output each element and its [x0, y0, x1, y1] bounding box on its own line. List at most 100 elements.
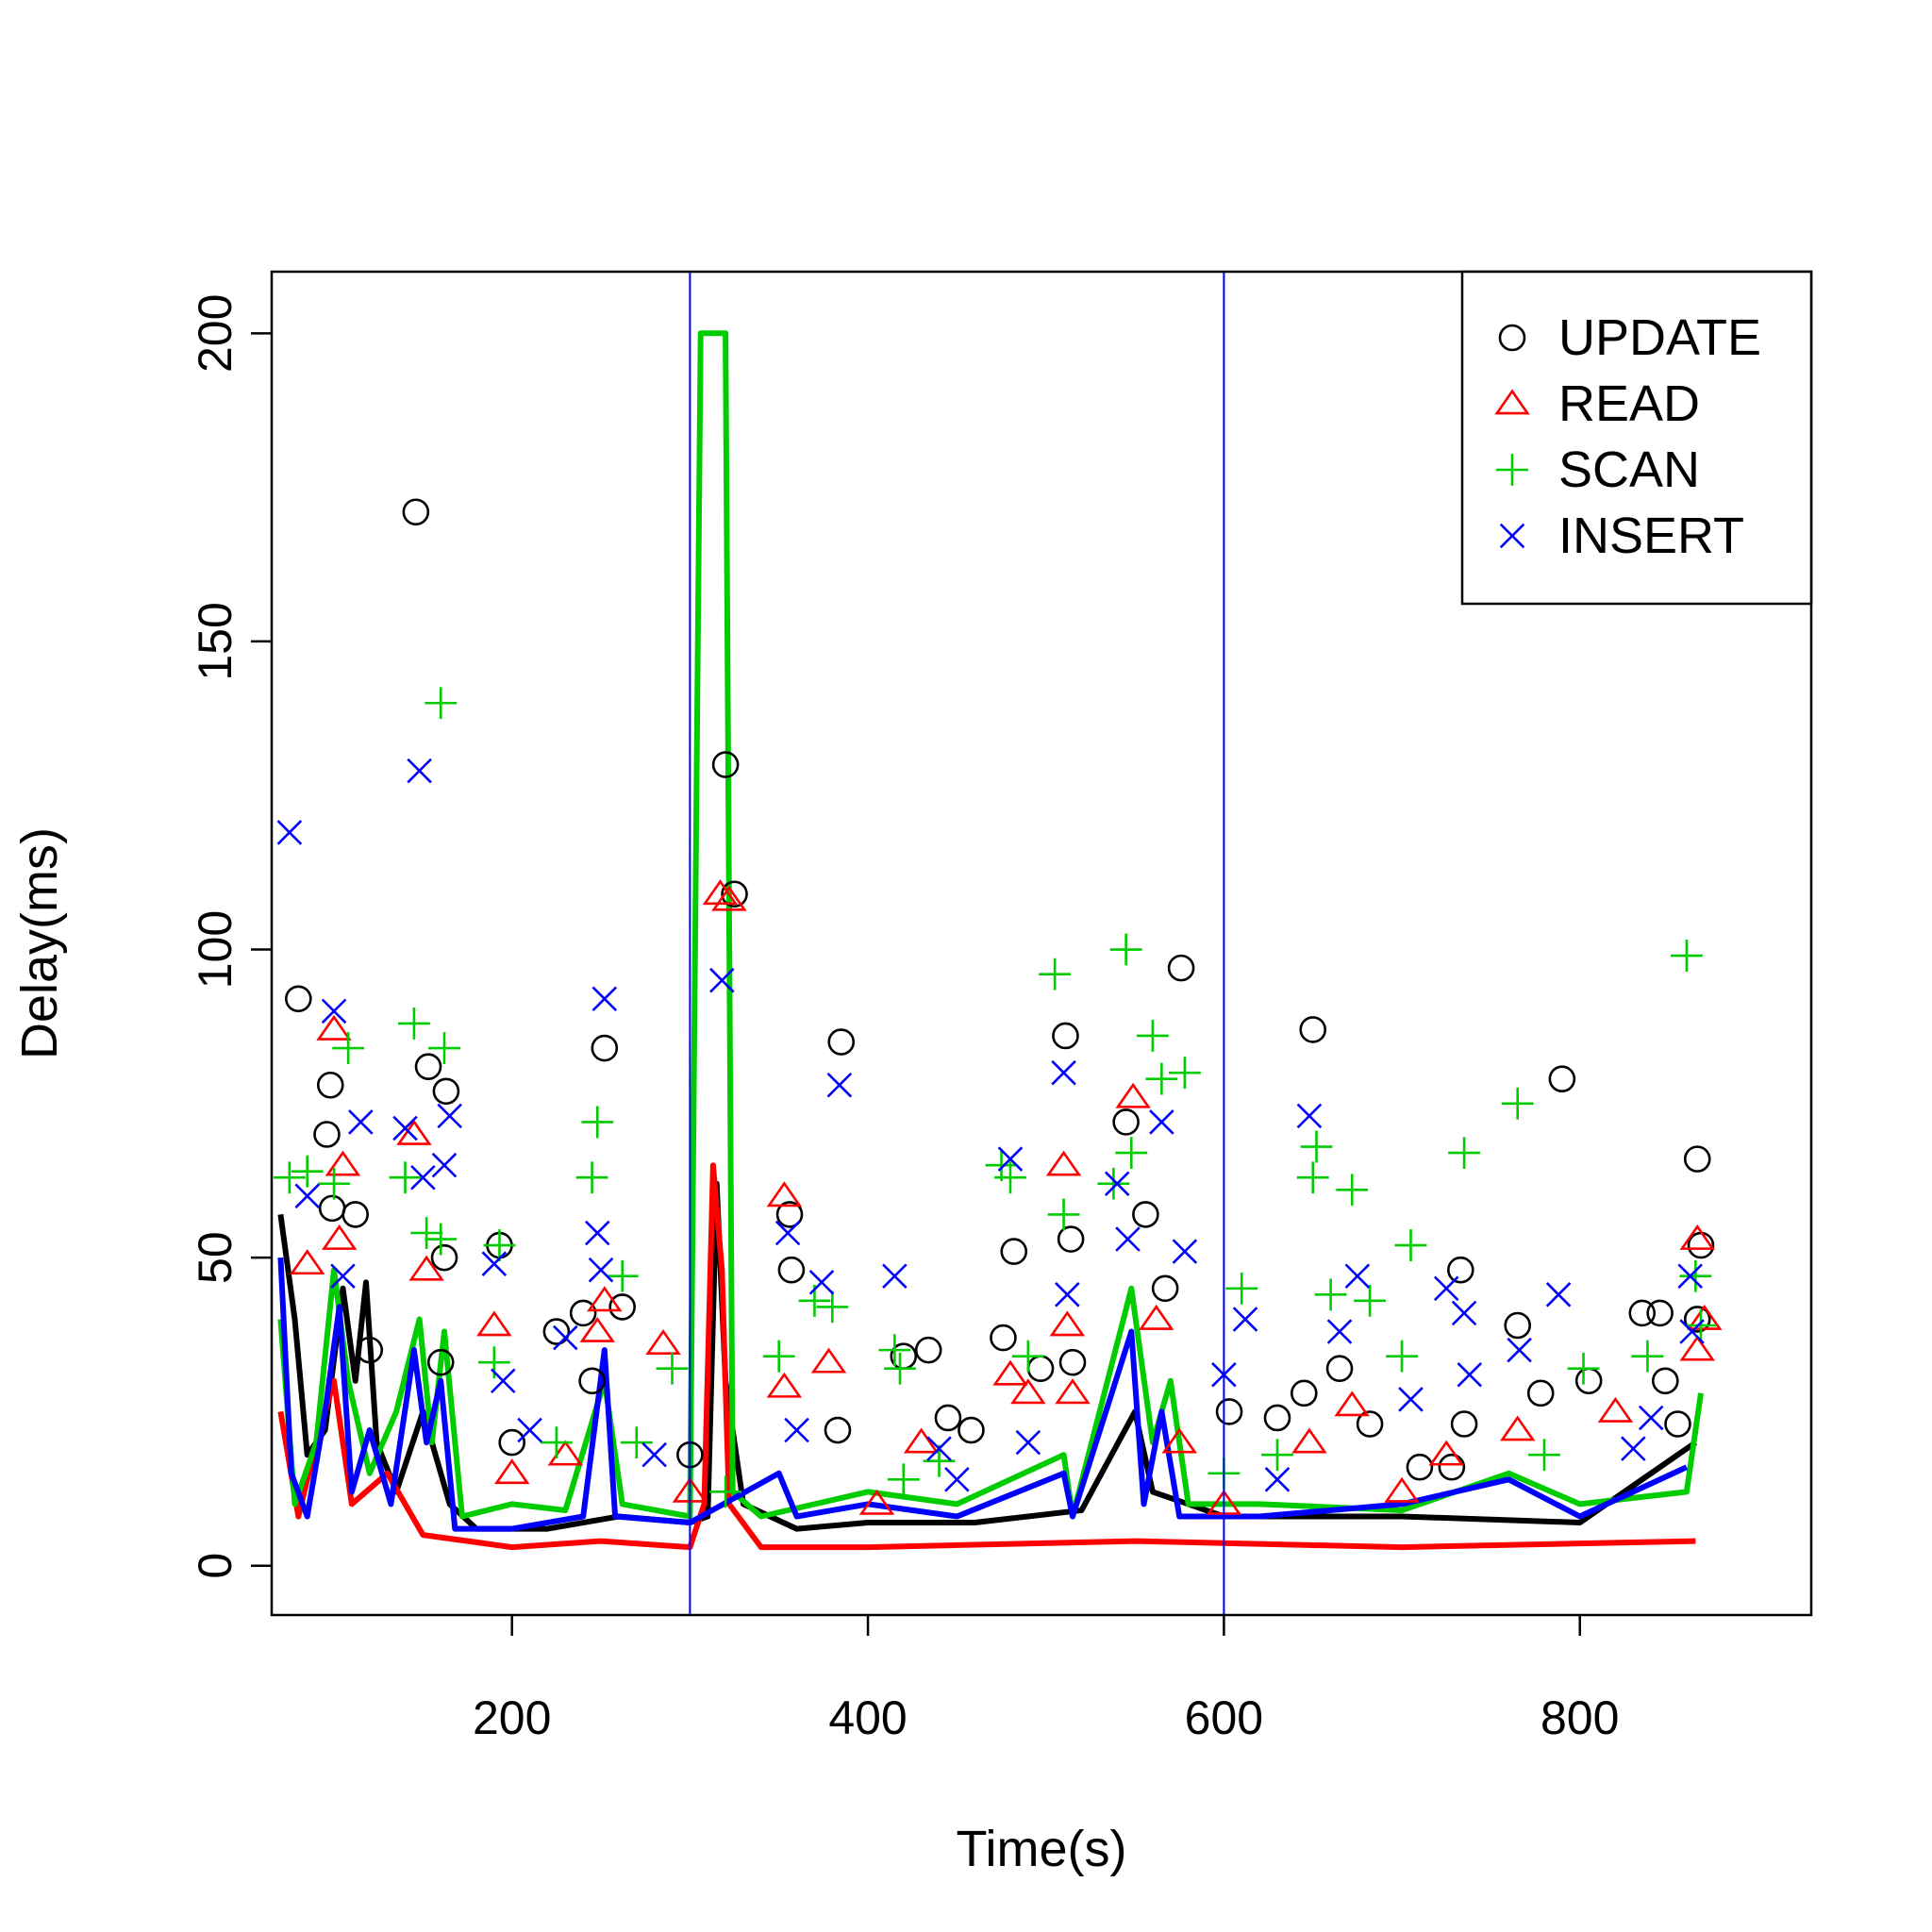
- scan-point: [994, 1161, 1026, 1194]
- update-point: [827, 1028, 856, 1056]
- update-point: [777, 1256, 806, 1284]
- read-point: [1010, 1378, 1046, 1405]
- insert-point: [709, 967, 735, 993]
- scan-point: [1300, 1130, 1333, 1163]
- insert-point: [1115, 1226, 1141, 1252]
- series-read: [289, 879, 1723, 1515]
- legend-label: UPDATE: [1558, 309, 1761, 366]
- update-point: [775, 1201, 804, 1228]
- scan-point: [1386, 1340, 1418, 1373]
- insert-point: [1264, 1467, 1291, 1492]
- scan-point: [1097, 1167, 1130, 1200]
- read-point: [316, 1014, 352, 1041]
- insert-point: [1457, 1361, 1483, 1388]
- scan-point: [398, 1008, 430, 1040]
- read-point: [1115, 1082, 1151, 1108]
- read-point: [702, 879, 739, 906]
- legend-item-update: UPDATE: [1498, 309, 1761, 366]
- scan-point: [656, 1352, 689, 1385]
- update-point: [1683, 1306, 1711, 1333]
- insert-point: [808, 1270, 835, 1295]
- update-point: [990, 1324, 1017, 1352]
- x-tick-label: 400: [828, 1691, 907, 1744]
- legend-label: SCAN: [1558, 441, 1700, 498]
- scan-point: [1168, 1057, 1201, 1090]
- scan-point: [816, 1291, 849, 1324]
- insert-point: [330, 1263, 356, 1289]
- update-point: [1548, 1065, 1576, 1093]
- legend-item-insert: INSERT: [1499, 508, 1744, 564]
- insert-point: [926, 1436, 952, 1461]
- insert-point: [276, 820, 303, 845]
- scan-point: [1225, 1272, 1258, 1305]
- scan-point: [1671, 940, 1703, 972]
- read-point: [408, 1255, 444, 1281]
- scan-point: [540, 1426, 573, 1458]
- read-point: [1138, 1304, 1174, 1330]
- scan-point: [887, 1463, 920, 1496]
- update-point: [1290, 1379, 1318, 1407]
- update-point: [1356, 1410, 1384, 1438]
- update-point: [1447, 1256, 1474, 1284]
- insert-point: [407, 758, 432, 784]
- x-axis: 200 400 600 800: [473, 1615, 1619, 1744]
- scan-point: [1137, 1020, 1169, 1052]
- update-point: [1450, 1410, 1478, 1438]
- update-point: [1526, 1379, 1555, 1407]
- insert-point: [1451, 1300, 1477, 1326]
- read-point: [1049, 1310, 1086, 1337]
- series-insert: [276, 758, 1705, 1492]
- read-point: [1334, 1391, 1370, 1417]
- update-point: [934, 1404, 962, 1432]
- x-tick-label: 800: [1541, 1691, 1619, 1744]
- update-point: [591, 1034, 619, 1062]
- update-point: [1263, 1404, 1291, 1432]
- scan-point: [1261, 1439, 1293, 1472]
- insert-point: [784, 1417, 809, 1443]
- update-point: [1438, 1453, 1466, 1481]
- update-point: [426, 1348, 455, 1376]
- scan-point: [1448, 1137, 1480, 1169]
- update-point: [414, 1053, 442, 1080]
- insert-point: [591, 986, 618, 1012]
- update-point: [1215, 1398, 1243, 1425]
- update-point: [313, 1121, 341, 1148]
- read-point: [289, 1249, 325, 1275]
- scan-point: [273, 1161, 306, 1194]
- read-point: [1045, 1150, 1082, 1176]
- scan-point: [318, 1167, 350, 1200]
- scan-point: [428, 1032, 460, 1064]
- read-point: [1428, 1440, 1464, 1466]
- y-axis-title: Delay(ms): [11, 827, 68, 1059]
- plot-contents: [273, 330, 1723, 1551]
- scan-point: [606, 1259, 639, 1292]
- update-point: [432, 1077, 460, 1106]
- update-point: [1052, 1022, 1079, 1050]
- scan-point: [1528, 1439, 1560, 1472]
- insert-point: [431, 1152, 458, 1178]
- insert-point: [882, 1263, 908, 1289]
- update-point: [1000, 1238, 1028, 1265]
- insert-point: [1296, 1103, 1323, 1129]
- insert-point: [1051, 1059, 1076, 1086]
- scan-point: [884, 1352, 916, 1385]
- update-point: [430, 1243, 458, 1272]
- scan-point: [878, 1334, 911, 1367]
- scan-point: [1047, 1198, 1080, 1231]
- legend-item-scan: SCAN: [1496, 441, 1700, 498]
- plot-frame: [270, 270, 1813, 1617]
- scan-point: [1011, 1340, 1044, 1373]
- scan-point: [1296, 1161, 1329, 1194]
- read-point: [766, 1372, 803, 1398]
- x-axis-title: Time(s): [957, 1821, 1127, 1877]
- insert-point: [1344, 1263, 1371, 1289]
- update-point: [1651, 1367, 1679, 1395]
- update-point: [318, 1194, 346, 1223]
- read-point: [1384, 1476, 1420, 1503]
- y-tick-label: 150: [189, 602, 242, 680]
- update-point: [316, 1071, 344, 1099]
- update-point: [1112, 1108, 1140, 1136]
- scan-point: [1109, 933, 1142, 966]
- update-point: [824, 1416, 852, 1444]
